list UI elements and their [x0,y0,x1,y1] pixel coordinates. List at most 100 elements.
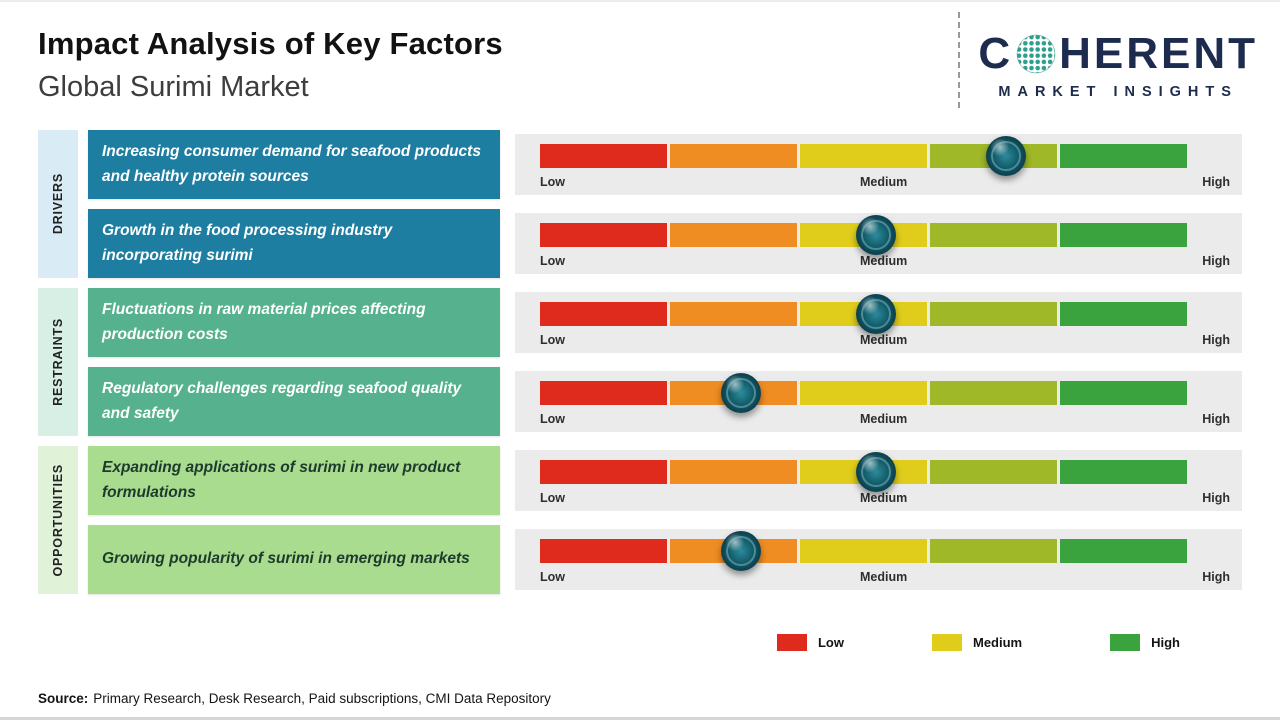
legend-label-medium: Medium [972,635,1023,650]
brand-letters-rest: HERENT [1059,29,1258,78]
bar-segment-yellowgreen [930,539,1057,563]
bar-segment-green [1060,381,1187,405]
factor-card: Expanding applications of surimi in new … [88,446,500,515]
impact-bar [540,136,1187,176]
scale-labels: Low Medium High [540,491,1230,505]
impact-matrix: DRIVERS Increasing consumer demand for s… [38,130,1242,594]
logo: C HERENT MAR [958,12,1258,108]
bar-segment-yellow [800,381,927,405]
impact-scale: Low Medium High [515,450,1242,511]
bar-segment-red [540,144,667,168]
factor-card: Growing popularity of surimi in emerging… [88,525,500,594]
impact-marker [856,452,897,492]
impact-bar [540,294,1187,334]
legend-swatch-medium [931,634,962,651]
factor-card: Fluctuations in raw material prices affe… [88,288,500,357]
factor-row: Fluctuations in raw material prices affe… [88,288,1242,357]
group-drivers: DRIVERS Increasing consumer demand for s… [38,130,1242,278]
scale-label-high: High [1202,333,1230,347]
source-text: Primary Research, Desk Research, Paid su… [93,691,551,706]
legend-item-high: High [1110,634,1180,651]
bar-segment-orange [670,302,797,326]
bar-segment-red [540,539,667,563]
impact-marker [856,215,897,255]
bar-segment-yellowgreen [930,302,1057,326]
scale-label-medium: Medium [859,491,908,505]
factor-row: Increasing consumer demand for seafood p… [88,130,1242,199]
impact-scale: Low Medium High [515,371,1242,432]
bar-segment-green [1060,144,1187,168]
legend: Low Medium High [0,634,1180,651]
impact-bar [540,373,1187,413]
bar-segment-orange [670,223,797,247]
scale-label-low: Low [540,412,565,426]
legend-label-low: Low [817,635,844,650]
bar-segment-green [1060,539,1187,563]
logo-block: C HERENT MAR [978,12,1258,108]
title-block: Impact Analysis of Key Factors Global Su… [38,26,503,104]
scale-label-medium: Medium [859,254,908,268]
impact-scale: Low Medium High [515,134,1242,195]
group-label-restraints: RESTRAINTS [38,288,78,436]
factor-row: Growth in the food processing industry i… [88,209,1242,278]
scale-labels: Low Medium High [540,333,1230,347]
scale-labels: Low Medium High [540,570,1230,584]
factor-text: Fluctuations in raw material prices affe… [102,301,426,343]
bar-segment-red [540,302,667,326]
legend-swatch-high [1110,634,1141,651]
factor-text: Expanding applications of surimi in new … [102,459,461,501]
source-line: Source: Primary Research, Desk Research, … [38,691,551,706]
group-opportunities: OPPORTUNITIES Expanding applications of … [38,446,1242,594]
impact-bar [540,452,1187,492]
factor-card: Growth in the food processing industry i… [88,209,500,278]
factor-row: Growing popularity of surimi in emerging… [88,525,1242,594]
bar-segment-yellow [800,144,927,168]
group-rows: Fluctuations in raw material prices affe… [88,288,1242,436]
factor-text: Growth in the food processing industry i… [102,222,393,264]
scale-label-high: High [1202,491,1230,505]
bar-segment-red [540,381,667,405]
scale-label-high: High [1202,570,1230,584]
bar-segment-orange [670,460,797,484]
impact-marker [720,531,761,571]
bar-segment-green [1060,460,1187,484]
group-rows: Expanding applications of surimi in new … [88,446,1242,594]
bar-segment-green [1060,223,1187,247]
group-label-text: OPPORTUNITIES [51,463,65,577]
scale-label-high: High [1202,254,1230,268]
header: Impact Analysis of Key Factors Global Su… [0,2,1280,108]
bar-segment-yellowgreen [930,381,1057,405]
bar-segment-yellowgreen [930,223,1057,247]
impact-scale: Low Medium High [515,529,1242,590]
factor-text: Increasing consumer demand for seafood p… [102,143,481,185]
scale-label-low: Low [540,570,565,584]
bar-segment-yellowgreen [930,460,1057,484]
scale-labels: Low Medium High [540,175,1230,189]
impact-scale: Low Medium High [515,213,1242,274]
scale-label-medium: Medium [859,570,908,584]
page-subtitle: Global Surimi Market [38,71,309,103]
scale-label-medium: Medium [859,412,908,426]
factor-card: Regulatory challenges regarding seafood … [88,367,500,436]
scale-label-low: Low [540,175,565,189]
group-rows: Increasing consumer demand for seafood p… [88,130,1242,278]
impact-scale: Low Medium High [515,292,1242,353]
impact-bar [540,531,1187,571]
scale-labels: Low Medium High [540,254,1230,268]
source-label: Source: [38,691,89,706]
legend-swatch-low [776,634,807,651]
scale-label-medium: Medium [859,175,908,189]
factor-text: Growing popularity of surimi in emerging… [102,550,470,568]
impact-marker [985,136,1026,176]
bar-segment-yellow [800,539,927,563]
legend-label-high: High [1151,635,1180,650]
scale-label-low: Low [540,333,565,347]
logo-divider [958,12,961,108]
scale-labels: Low Medium High [540,412,1230,426]
brand-wordmark: C HERENT [978,32,1258,76]
impact-marker [720,373,761,413]
factor-row: Expanding applications of surimi in new … [88,446,1242,515]
impact-marker [856,294,897,334]
scale-label-high: High [1202,412,1230,426]
